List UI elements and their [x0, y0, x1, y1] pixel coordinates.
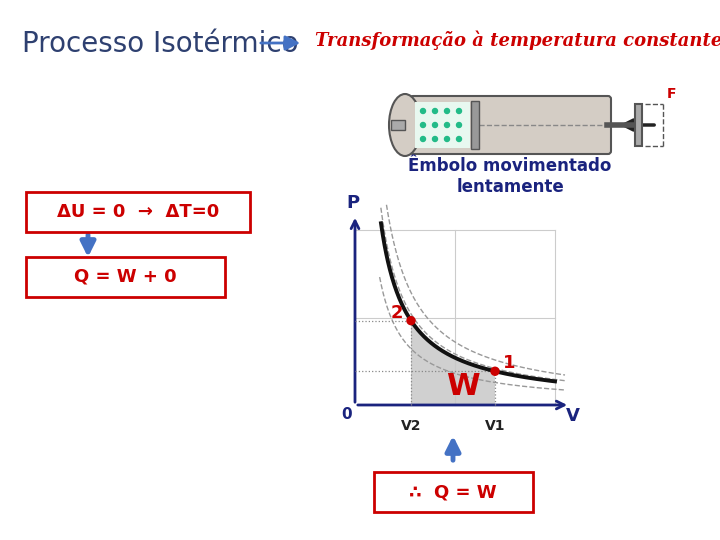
Text: 0: 0 [342, 407, 352, 422]
FancyBboxPatch shape [26, 257, 225, 297]
Text: P: P [346, 194, 359, 212]
FancyBboxPatch shape [26, 192, 250, 232]
FancyBboxPatch shape [635, 104, 642, 146]
Circle shape [491, 367, 499, 375]
Ellipse shape [389, 94, 421, 156]
FancyBboxPatch shape [471, 101, 479, 149]
Circle shape [456, 109, 462, 113]
Circle shape [433, 137, 438, 141]
Circle shape [420, 137, 426, 141]
Text: ∴  Q = W: ∴ Q = W [409, 483, 497, 501]
Text: Êmbolo movimentado
lentamente: Êmbolo movimentado lentamente [408, 157, 612, 196]
FancyBboxPatch shape [410, 96, 611, 154]
Text: 2: 2 [391, 303, 403, 322]
FancyBboxPatch shape [415, 102, 470, 148]
Text: V: V [566, 407, 580, 425]
Circle shape [420, 123, 426, 127]
Text: V2: V2 [401, 419, 421, 433]
FancyBboxPatch shape [391, 120, 405, 130]
Text: ΔU = 0  →  ΔT=0: ΔU = 0 → ΔT=0 [57, 203, 219, 221]
Circle shape [444, 123, 449, 127]
Polygon shape [411, 321, 495, 405]
Circle shape [433, 109, 438, 113]
Circle shape [444, 137, 449, 141]
Text: Q = W + 0: Q = W + 0 [74, 268, 177, 286]
Text: Transformação à temperatura constante: Transformação à temperatura constante [315, 30, 720, 50]
Circle shape [420, 109, 426, 113]
Circle shape [456, 123, 462, 127]
Text: F: F [667, 87, 677, 101]
Circle shape [456, 137, 462, 141]
Text: V1: V1 [485, 419, 505, 433]
Circle shape [433, 123, 438, 127]
Circle shape [407, 316, 415, 325]
Text: Processo Isotérmico: Processo Isotérmico [22, 30, 299, 58]
Text: W: W [446, 372, 480, 401]
Circle shape [444, 109, 449, 113]
FancyBboxPatch shape [374, 472, 533, 512]
Text: 1: 1 [503, 354, 516, 372]
